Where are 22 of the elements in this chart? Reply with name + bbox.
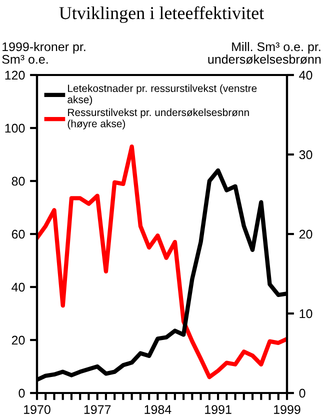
x-tick-label: 1991: [205, 405, 232, 414]
y-axis-title: 1999-kroner pr. Sm³ o.e.: [2, 42, 86, 64]
x-tick-label: 1999: [274, 405, 300, 414]
y2-tick-label: 40: [299, 70, 312, 80]
y2-axis-title: Mill. Sm³ o.e. pr. undersøkelsesbrønn: [208, 42, 321, 64]
legend-label: Letekostnader pr. ressurstilvekst (venstre akse): [68, 84, 257, 106]
y-tick-label: 80: [12, 176, 25, 186]
y2-tick-label: 10: [300, 309, 312, 318]
y-tick-label: 120: [5, 70, 25, 80]
chart-title: Utviklingen i leteeffektivitet: [59, 6, 264, 23]
legend-label: Ressurstilvekst pr. undersøkelsesbrønn (høyre akse): [68, 108, 249, 130]
y2-tick-label: 0: [299, 388, 306, 398]
x-tick-label: 1977: [84, 405, 111, 414]
y-tick-label: 60: [12, 230, 25, 239]
y-tick-label: 40: [12, 282, 25, 292]
y2-tick-label: 30: [299, 150, 312, 160]
y-tick-label: 20: [12, 336, 25, 345]
y-tick-label: 0: [18, 388, 25, 398]
y2-tick-label: 20: [299, 230, 312, 239]
x-tick-label: 1970: [24, 405, 50, 414]
y-tick-label: 100: [5, 124, 25, 133]
x-tick-label: 1984: [144, 405, 172, 414]
